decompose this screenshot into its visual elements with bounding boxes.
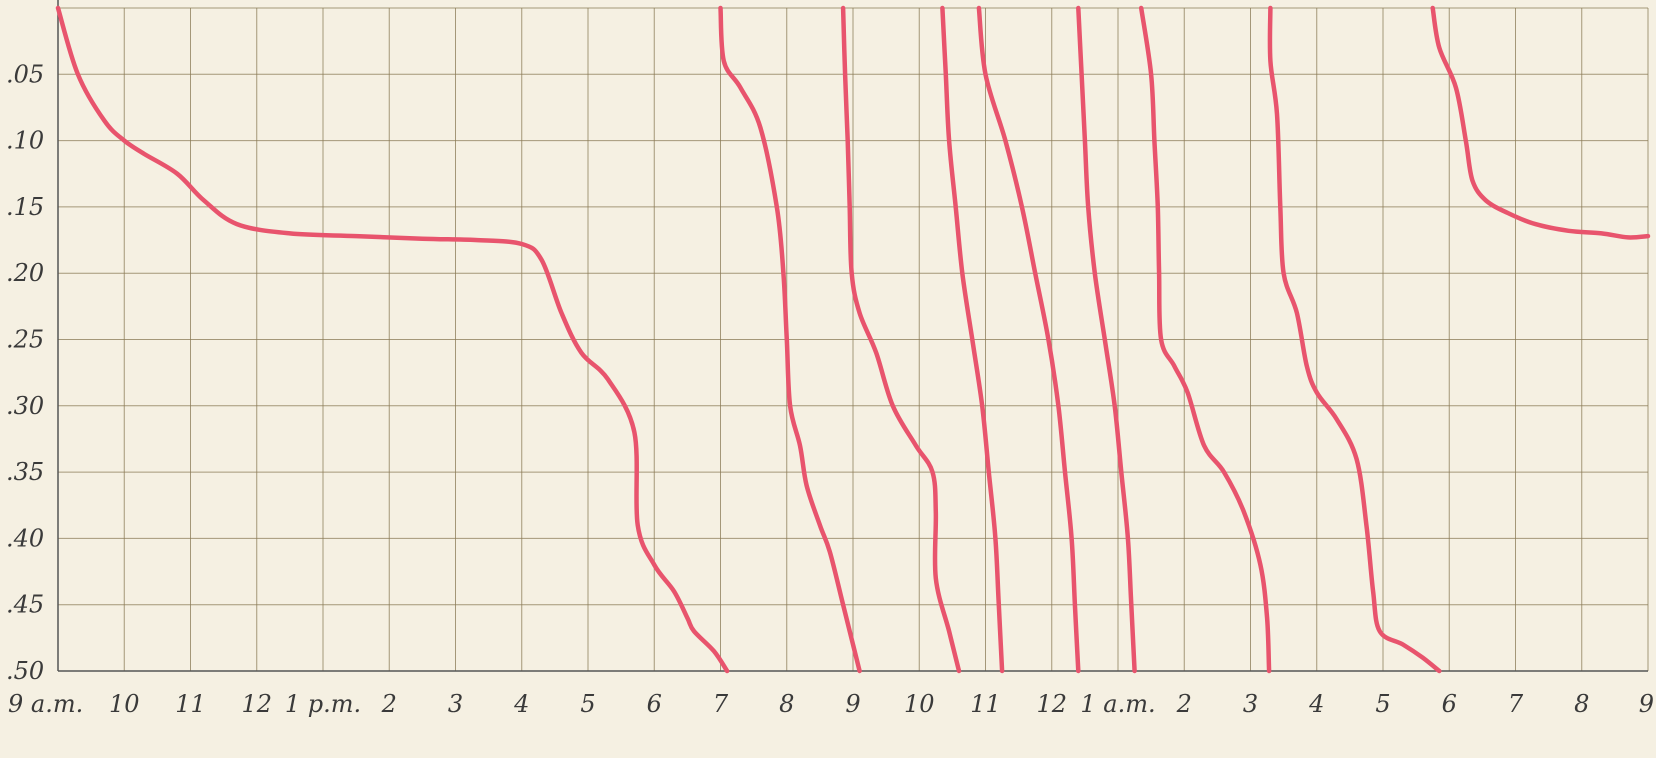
series-line-4 (940, 5, 1005, 674)
series-line-6 (1076, 5, 1137, 674)
y-tick-label: .05 (6, 60, 44, 88)
x-tick-label: 3 (1243, 690, 1258, 718)
x-tick-label: 2 (381, 690, 397, 718)
series-line-1 (55, 5, 730, 674)
x-tick-label: 4 (1308, 690, 1324, 718)
x-tick-label: 8 (1574, 690, 1589, 718)
x-tick-layer: 9 a.m. 10 11 12 1 p.m. 2 3 4 5 6 7 8 9 10 11 12 1 a.m. 2 3… (8, 690, 1654, 718)
x-tick-label: 5 (580, 690, 595, 718)
series-line-8 (1267, 5, 1442, 674)
x-tick-label: 5 (1375, 690, 1390, 718)
series-line-9 (1430, 5, 1651, 240)
series-line-3 (840, 5, 962, 674)
x-tick-label: 4 (513, 690, 529, 718)
y-tick-label: .50 (6, 657, 44, 685)
y-tick-label: .20 (6, 259, 44, 287)
x-tick-label: 11 (970, 690, 1001, 718)
y-tick-label: .15 (6, 193, 44, 221)
y-tick-label: .40 (6, 524, 44, 552)
x-tick-label: 1 p.m. (285, 690, 361, 718)
grid-layer (57, 0, 1649, 672)
x-tick-label: 9 a.m. (8, 690, 83, 718)
series-line-2 (718, 5, 862, 674)
series-line-5 (976, 5, 1081, 674)
y-tick-label: .45 (6, 591, 44, 619)
x-tick-label: 11 (175, 690, 206, 718)
x-tick-label: 7 (713, 690, 729, 718)
x-tick-label: 12 (241, 690, 272, 718)
y-tick-label: .35 (6, 458, 44, 486)
y-tick-label: .10 (6, 127, 44, 155)
x-tick-label: 6 (647, 690, 662, 718)
series-line-7 (1138, 5, 1272, 674)
x-tick-label: 6 (1442, 690, 1457, 718)
y-tick-layer: .05 .10 .15 .20 .25 .30 .35 .40 .45 .50 (6, 60, 44, 685)
x-tick-label: 9 (1639, 690, 1654, 718)
x-tick-label: 9 (845, 690, 860, 718)
x-tick-label: 10 (904, 690, 935, 718)
x-tick-label: 8 (779, 690, 794, 718)
series-layer (55, 5, 1651, 674)
x-tick-label: 3 (448, 690, 463, 718)
x-tick-label: 1 a.m. (1080, 690, 1155, 718)
x-tick-label: 12 (1036, 690, 1067, 718)
x-tick-label: 7 (1508, 690, 1524, 718)
y-tick-label: .30 (6, 392, 44, 420)
x-tick-label: 2 (1176, 690, 1192, 718)
y-tick-label: .25 (6, 326, 44, 354)
x-tick-label: 10 (109, 690, 140, 718)
